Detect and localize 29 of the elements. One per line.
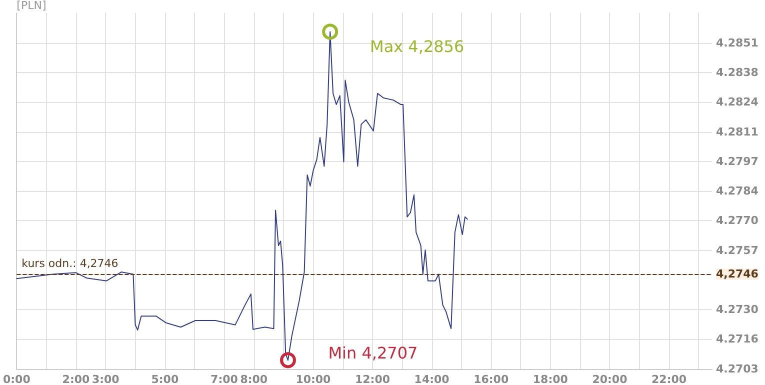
x-tick-label: 10:00: [296, 373, 332, 385]
y-tick-label: 4.2730: [716, 303, 759, 316]
y-tick-label: 4.2811: [716, 125, 758, 138]
y-tick-label: 4,2746: [716, 268, 759, 281]
y-tick-label: 4.2851: [716, 36, 758, 50]
x-tick-label: 22:00: [652, 373, 687, 385]
x-tick-label: 8:00: [240, 373, 268, 385]
y-tick-label: 4.2757: [716, 244, 758, 257]
y-tick-label: 4.2716: [716, 332, 759, 346]
x-tick-label: 16:00: [474, 373, 509, 385]
y-tick-label: 4.2703: [716, 362, 758, 376]
x-tick-label: 0:00: [2, 373, 31, 385]
y-tick-label: 4.2797: [716, 154, 758, 168]
x-tick-label: 7:00: [210, 373, 238, 385]
annotation: Min 4,2707: [328, 344, 418, 363]
annotation: Max 4,2856: [370, 37, 464, 56]
x-tick-label: 20:00: [592, 373, 628, 385]
x-tick-label: 18:00: [532, 373, 568, 385]
y-tick-label: 4.2838: [716, 66, 758, 80]
x-tick-label: 3:00: [92, 373, 120, 385]
y-tick-label: 4.2784: [716, 184, 759, 198]
ref-line-label: kurs odn.: 4,2746: [22, 257, 118, 270]
x-tick-label: 5:00: [151, 373, 179, 385]
y-tick-label: 4.2770: [716, 214, 759, 228]
y-tick-label: 4.2824: [716, 96, 759, 109]
x-tick-label: 12:00: [354, 373, 390, 385]
x-tick-label: 14:00: [414, 373, 450, 385]
y-axis-title: [PLN]: [16, 0, 46, 12]
x-tick-label: 2:00: [62, 373, 90, 385]
